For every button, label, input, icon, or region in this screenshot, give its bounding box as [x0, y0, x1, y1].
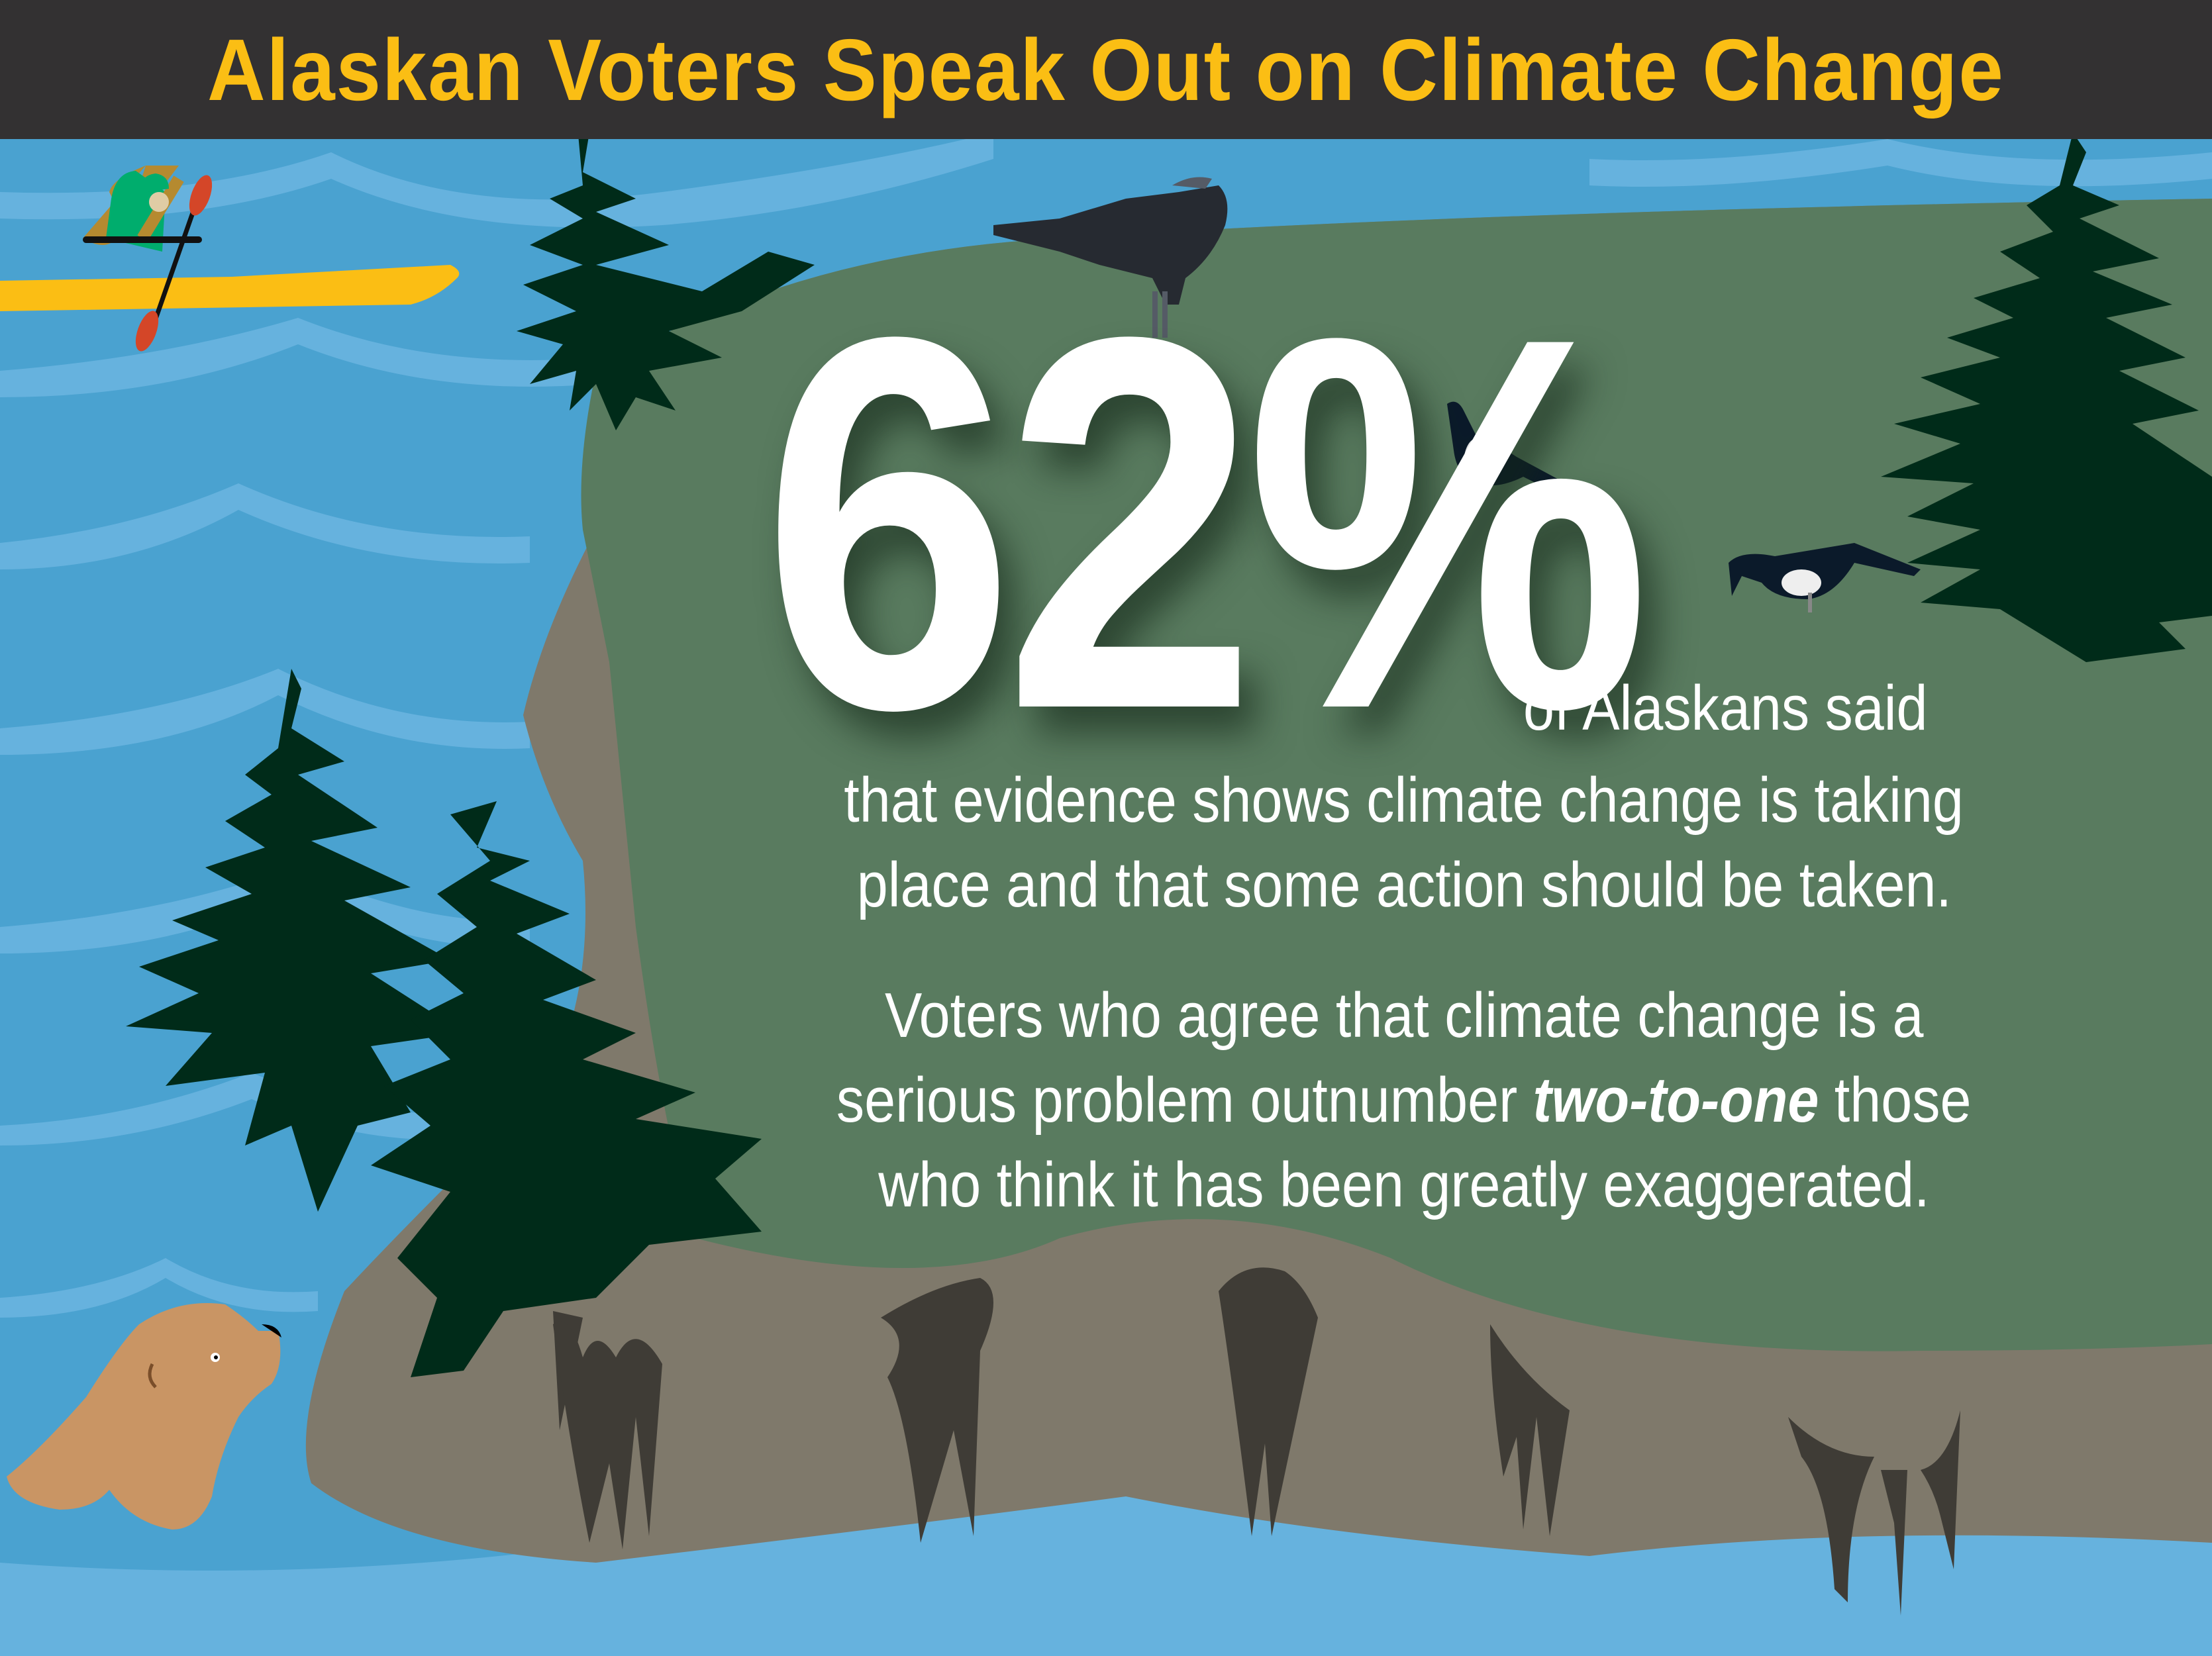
kayaker: [0, 166, 460, 352]
ocean-waves: [0, 132, 2212, 1656]
grassy-plateau: [581, 199, 2212, 1351]
finding-paragraph-1: that evidence shows climate change is ta…: [729, 758, 2080, 928]
finding-1-line-1: that evidence shows climate change is ta…: [844, 765, 1964, 836]
finding-2-line-1: Voters who agree that climate change is …: [884, 980, 1924, 1051]
magpie-foraging: [1729, 543, 1921, 612]
title-banner: Alaskan Voters Speak Out on Climate Chan…: [0, 0, 2212, 139]
rock-crevices: [553, 1267, 1960, 1616]
sea-lion: [7, 1303, 281, 1530]
emphasis-ratio: two-to-one: [1533, 1065, 1819, 1136]
finding-2-line-2: serious problem outnumber two-to-one tho…: [836, 1058, 1972, 1143]
magpie-perched: [1447, 401, 1603, 510]
line-2-pre: serious problem outnumber: [836, 1065, 1534, 1136]
spruce-trees: [126, 113, 2212, 1377]
stat-suffix-text: of Alaskans said: [1523, 673, 1928, 744]
finding-paragraph-2: Voters who agree that climate change is …: [729, 973, 2080, 1228]
raven: [993, 177, 1228, 338]
line-2-post: those: [1819, 1065, 1972, 1136]
finding-2-line-3: who think it has been greatly exaggerate…: [878, 1149, 1930, 1220]
finding-1-line-2: place and that some action should be tak…: [856, 850, 1952, 920]
headline-percentage: 62%: [762, 227, 1651, 819]
page-title: Alaskan Voters Speak Out on Climate Chan…: [207, 21, 2005, 119]
